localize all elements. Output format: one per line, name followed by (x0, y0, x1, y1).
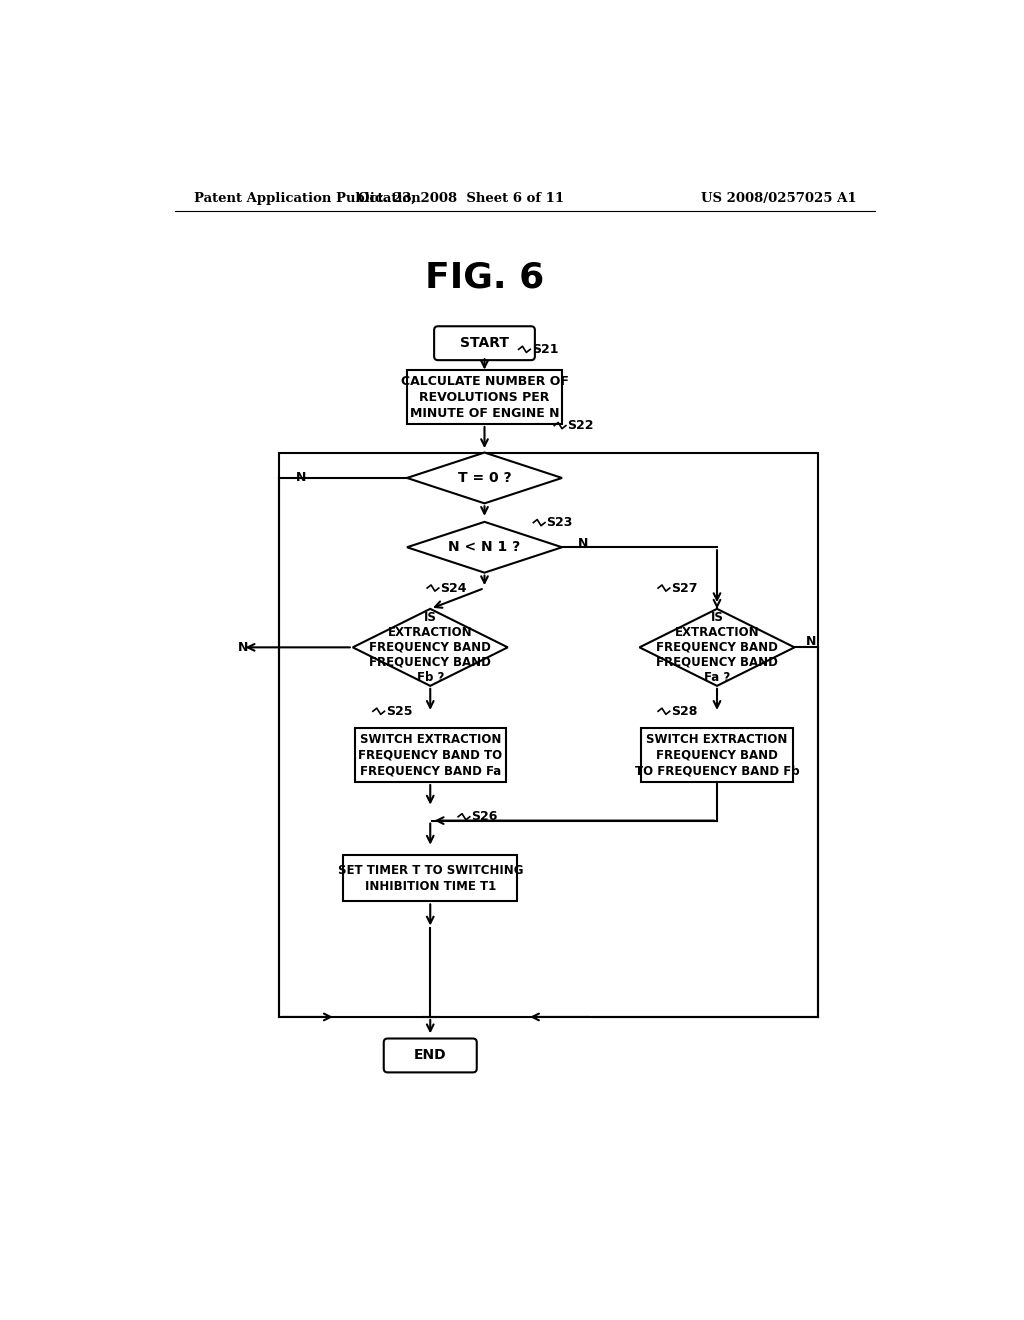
Bar (343, 855, 517, 902)
Bar (280, 453, 818, 1016)
Text: S28: S28 (672, 705, 697, 718)
Bar (641, 729, 793, 781)
Text: T = 0 ?: T = 0 ? (458, 471, 511, 484)
Text: START: START (460, 337, 509, 350)
Text: S24: S24 (440, 582, 467, 594)
Text: Patent Application Publication: Patent Application Publication (194, 191, 421, 205)
Text: Oct. 23, 2008  Sheet 6 of 11: Oct. 23, 2008 Sheet 6 of 11 (358, 191, 564, 205)
Text: N: N (296, 471, 306, 484)
Bar (407, 370, 562, 424)
Text: S22: S22 (567, 418, 594, 432)
Text: FIG. 6: FIG. 6 (425, 261, 544, 294)
Text: N: N (238, 640, 248, 653)
Polygon shape (352, 609, 508, 686)
Text: SWITCH EXTRACTION
FREQUENCY BAND
TO FREQUENCY BAND Fb: SWITCH EXTRACTION FREQUENCY BAND TO FREQ… (635, 733, 800, 777)
Text: IS
EXTRACTION
FREQUENCY BAND
FREQUENCY BAND
Fb ?: IS EXTRACTION FREQUENCY BAND FREQUENCY B… (370, 611, 492, 684)
Text: S23: S23 (547, 516, 572, 529)
Text: S25: S25 (386, 705, 413, 718)
Text: S27: S27 (672, 582, 697, 594)
Polygon shape (640, 609, 795, 686)
Text: IS
EXTRACTION
FREQUENCY BAND
FREQUENCY BAND
Fa ?: IS EXTRACTION FREQUENCY BAND FREQUENCY B… (656, 611, 778, 684)
Text: US 2008/0257025 A1: US 2008/0257025 A1 (701, 191, 857, 205)
Text: N: N (806, 635, 816, 648)
Bar (354, 729, 506, 781)
Polygon shape (407, 521, 562, 573)
Text: CALCULATE NUMBER OF
REVOLUTIONS PER
MINUTE OF ENGINE N: CALCULATE NUMBER OF REVOLUTIONS PER MINU… (400, 375, 568, 420)
FancyBboxPatch shape (384, 1039, 477, 1072)
Text: S26: S26 (471, 810, 498, 824)
FancyBboxPatch shape (434, 326, 535, 360)
Text: SWITCH EXTRACTION
FREQUENCY BAND TO
FREQUENCY BAND Fa: SWITCH EXTRACTION FREQUENCY BAND TO FREQ… (358, 733, 503, 777)
Text: N: N (578, 537, 588, 550)
Text: END: END (414, 1048, 446, 1063)
Polygon shape (407, 453, 562, 503)
Text: N < N 1 ?: N < N 1 ? (449, 540, 520, 554)
Text: SET TIMER T TO SWITCHING
INHIBITION TIME T1: SET TIMER T TO SWITCHING INHIBITION TIME… (338, 863, 523, 892)
Text: S21: S21 (531, 343, 558, 356)
